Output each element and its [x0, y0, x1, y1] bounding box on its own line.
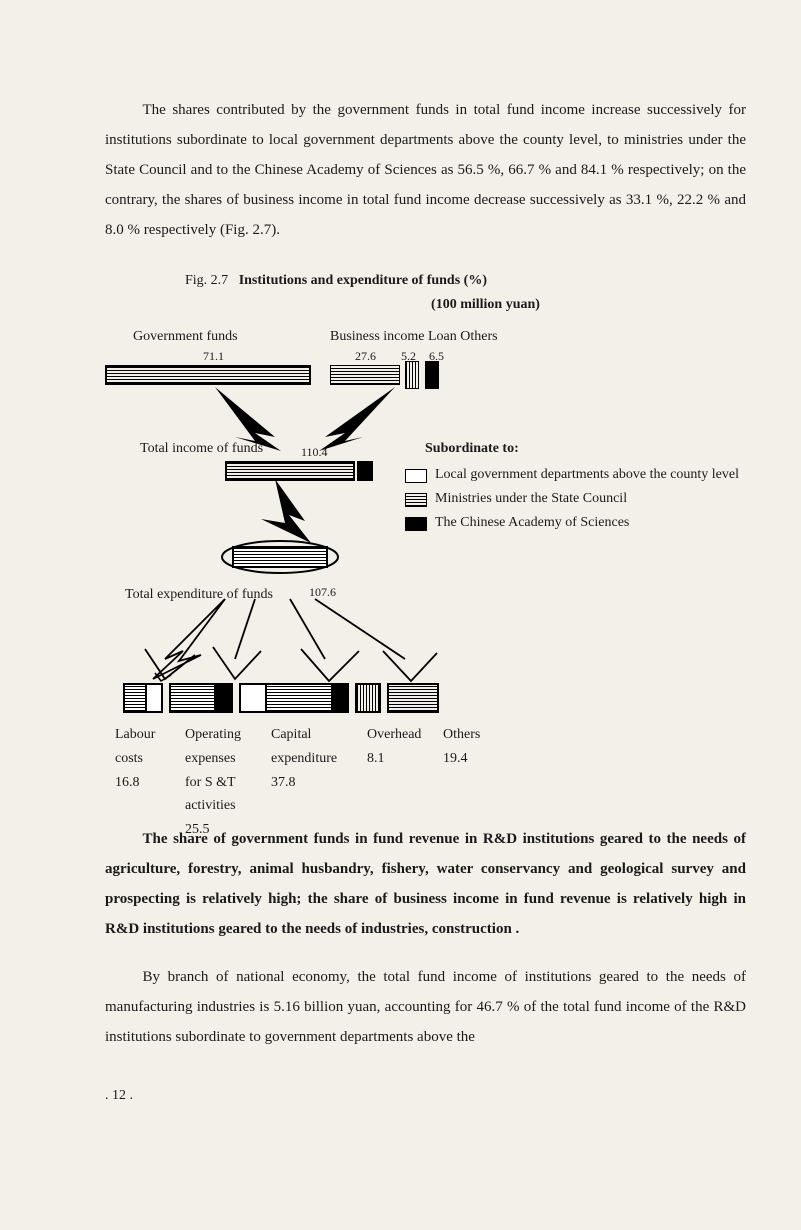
figure-caption: Fig. 2.7 Institutions and expenditure of… — [185, 273, 746, 289]
intro-paragraph: The shares contributed by the government… — [105, 95, 746, 245]
figure-number: Fig. 2.7 — [185, 273, 228, 288]
total-income-bar-end — [357, 461, 373, 481]
col2-h: Operating — [185, 723, 271, 747]
intro-text: The shares contributed by the government… — [105, 102, 746, 238]
col5-h: Others — [443, 723, 503, 747]
col4-r1: 8.1 — [367, 747, 443, 771]
paragraph-2: The share of government funds in fund re… — [105, 824, 746, 944]
page-number: . 12 . — [105, 1088, 746, 1104]
legend-cas-label: The Chinese Academy of Sciences — [435, 515, 629, 531]
legend-local-label: Local government departments above the c… — [435, 467, 765, 483]
col3-r1: expenditure — [271, 747, 367, 771]
col2-r4: 25.5 — [185, 818, 271, 842]
figure-diagram: Government funds Business income Loan Ot… — [105, 329, 745, 809]
col3-r2: 37.8 — [271, 771, 367, 795]
col1-h: Labour — [115, 723, 185, 747]
figure-title: Institutions and expenditure of funds (%… — [239, 273, 487, 288]
total-income-label: Total income of funds — [140, 441, 263, 457]
col1-r1: costs — [115, 747, 185, 771]
col4-h: Overhead — [367, 723, 443, 747]
figure-unit: (100 million yuan) — [225, 297, 746, 313]
para3-text: By branch of national economy, the total… — [105, 969, 746, 1045]
col3-h: Capital — [271, 723, 367, 747]
col1-r2: 16.8 — [115, 771, 185, 795]
legend-ministries-label: Ministries under the State Council — [435, 491, 627, 507]
bottom-bar-row — [123, 683, 439, 713]
legend-cas-swatch — [405, 517, 427, 531]
col2-r1: expenses — [185, 747, 271, 771]
para2-text: The share of government funds in fund re… — [105, 831, 746, 937]
legend-local-swatch — [405, 469, 427, 483]
col2-r3: activities — [185, 794, 271, 818]
col2-r2: for S &T — [185, 771, 271, 795]
total-exp-label: Total expenditure of funds — [125, 587, 273, 603]
col5-r1: 19.4 — [443, 747, 503, 771]
subordinate-label: Subordinate to: — [425, 441, 519, 457]
legend-ministries-swatch — [405, 493, 427, 507]
paragraph-3: By branch of national economy, the total… — [105, 962, 746, 1052]
total-income-bar — [225, 461, 355, 481]
total-exp-value: 107.6 — [309, 585, 336, 600]
total-income-value: 110.4 — [301, 445, 328, 460]
